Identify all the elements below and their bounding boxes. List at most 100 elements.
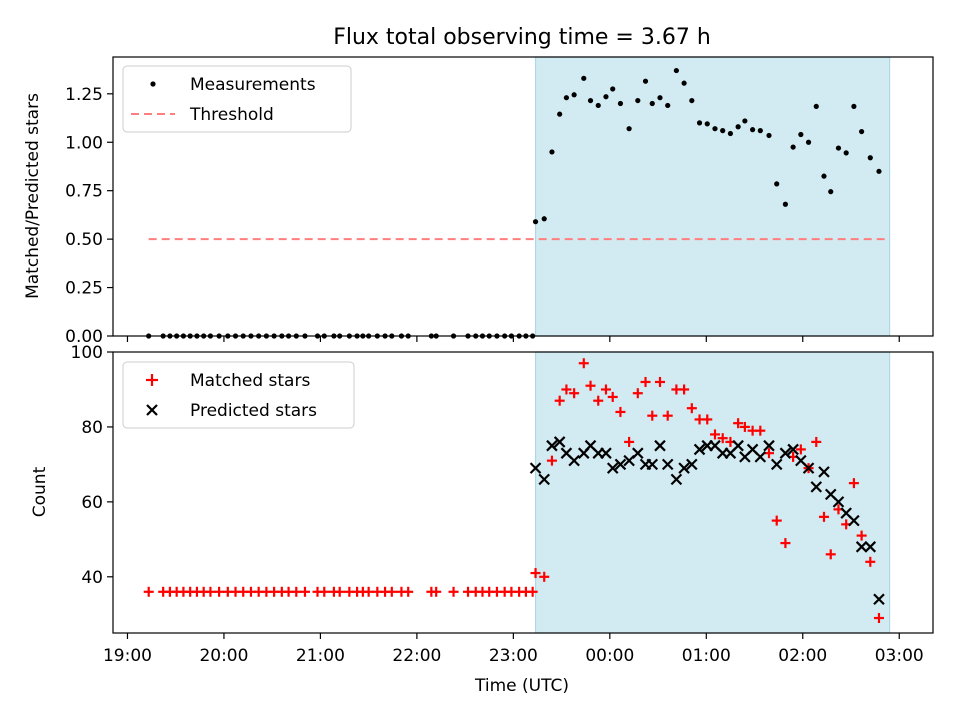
predicted-star-marker-b bbox=[746, 443, 759, 456]
matched-star-point bbox=[709, 429, 720, 440]
predicted-star-marker-b bbox=[686, 458, 698, 471]
predicted-star-marker-b bbox=[614, 458, 627, 471]
matched-star-point bbox=[600, 384, 611, 395]
matched-star-point bbox=[299, 586, 310, 597]
matched-star-point bbox=[607, 391, 618, 402]
measurement-point bbox=[603, 94, 609, 100]
matched-star-point bbox=[539, 571, 550, 582]
predicted-star-marker-b bbox=[670, 473, 683, 486]
matched-star-point bbox=[585, 380, 596, 391]
predicted-star-marker-b bbox=[824, 488, 837, 501]
counts-legend: Matched stars Predicted stars bbox=[122, 361, 355, 429]
matched-star-point bbox=[755, 425, 766, 436]
counts-y-tick-label: 40 bbox=[81, 568, 103, 588]
counts-y-tick-label: 100 bbox=[71, 343, 103, 363]
measurement-point bbox=[766, 132, 772, 139]
predicted-star-point bbox=[848, 514, 860, 527]
matched-star-point bbox=[679, 384, 690, 395]
predicted-star-point bbox=[632, 447, 644, 459]
measurement-points bbox=[146, 67, 882, 339]
measurement-point bbox=[750, 127, 756, 133]
measurement-point bbox=[657, 95, 663, 101]
counts-shaded-region bbox=[534, 351, 891, 634]
measurement-point bbox=[798, 131, 804, 138]
ratio-plot-frame bbox=[112, 56, 934, 337]
matched-star-point bbox=[771, 515, 782, 526]
predicted-star-point bbox=[810, 481, 823, 493]
measurement-point bbox=[642, 78, 649, 84]
matched-star-point bbox=[848, 478, 859, 489]
legend-measurement-marker bbox=[150, 81, 156, 87]
x-tick-label: 02:00 bbox=[778, 646, 827, 666]
predicted-star-point bbox=[770, 458, 783, 471]
matched-star-point bbox=[334, 586, 345, 597]
measurement-point bbox=[571, 92, 577, 98]
predicted-star-marker-b bbox=[770, 458, 783, 471]
measurement-point bbox=[665, 102, 671, 109]
predicted-star-point bbox=[802, 462, 815, 474]
measurement-point bbox=[859, 128, 865, 135]
predicted-star-marker-b bbox=[654, 439, 666, 452]
ratio-y-tick-label: 1.25 bbox=[65, 85, 103, 105]
predicted-star-point bbox=[546, 439, 558, 452]
predicted-star-point bbox=[818, 466, 830, 478]
measurement-point bbox=[867, 155, 873, 161]
predicted-star-point bbox=[606, 462, 619, 474]
predicted-star-marker-b bbox=[818, 466, 830, 478]
measurement-point bbox=[757, 128, 763, 134]
matched-star-point bbox=[647, 410, 658, 421]
predicted-star-marker-b bbox=[864, 541, 877, 553]
matched-star-point bbox=[546, 455, 557, 466]
measurement-point bbox=[828, 189, 834, 195]
x-tick-label: 03:00 bbox=[875, 646, 924, 666]
measurement-point bbox=[696, 120, 703, 126]
measurement-point bbox=[635, 97, 641, 104]
ratio-axis-ticks: 0.00 0.25 0.50 0.75 1.00 1.25 bbox=[65, 85, 900, 347]
ratio-legend: Measurements Threshold bbox=[122, 65, 352, 133]
predicted-star-point bbox=[678, 462, 690, 474]
predicted-star-point bbox=[654, 439, 666, 452]
legend-predicted-marker bbox=[146, 404, 158, 416]
matched-star-point bbox=[593, 395, 604, 406]
predicted-star-marker-b bbox=[754, 451, 767, 463]
measurement-point bbox=[541, 216, 547, 222]
matched-star-point bbox=[632, 388, 643, 399]
matched-star-point bbox=[143, 586, 154, 597]
counts-legend-box bbox=[122, 361, 355, 429]
matched-star-point bbox=[702, 414, 713, 425]
matched-star-point bbox=[561, 384, 572, 395]
matched-star-point bbox=[818, 511, 829, 522]
predicted-star-marker-b bbox=[584, 439, 597, 452]
matched-star-point bbox=[386, 586, 397, 597]
predicted-star-point bbox=[646, 458, 659, 471]
ratio-y-tick-label: 0.75 bbox=[65, 182, 103, 202]
predicted-star-point bbox=[529, 462, 542, 474]
predicted-star-marker-b bbox=[763, 439, 775, 452]
measurement-point bbox=[813, 103, 819, 110]
matched-star-point bbox=[319, 586, 330, 597]
predicted-star-marker-b bbox=[709, 439, 721, 452]
predicted-star-point bbox=[661, 458, 674, 471]
ratio-y-tick-label: 0.50 bbox=[65, 230, 103, 250]
measurement-point bbox=[805, 139, 812, 145]
predicted-star-marker-b bbox=[632, 447, 644, 459]
measurement-point bbox=[790, 144, 796, 150]
matched-star-point bbox=[363, 586, 374, 597]
counts-y-tick-label: 80 bbox=[81, 418, 103, 438]
ratio-y-tick-label: 0.00 bbox=[65, 327, 103, 347]
matched-star-point bbox=[856, 530, 867, 541]
measurement-point bbox=[549, 149, 555, 155]
predicted-star-marker-b bbox=[840, 507, 852, 519]
predicted-star-point bbox=[787, 443, 799, 456]
predicted-star-marker-b bbox=[646, 458, 659, 471]
ratio-y-tick-label: 0.25 bbox=[65, 279, 103, 299]
matched-star-point bbox=[811, 436, 822, 447]
matched-star-point bbox=[578, 358, 589, 369]
predicted-star-marker-b bbox=[529, 462, 542, 474]
matched-star-point bbox=[654, 376, 665, 387]
measurement-point bbox=[610, 86, 616, 92]
predicted-star-point bbox=[763, 439, 775, 452]
matched-star-point bbox=[662, 410, 673, 421]
predicted-star-marker-b bbox=[873, 593, 885, 606]
